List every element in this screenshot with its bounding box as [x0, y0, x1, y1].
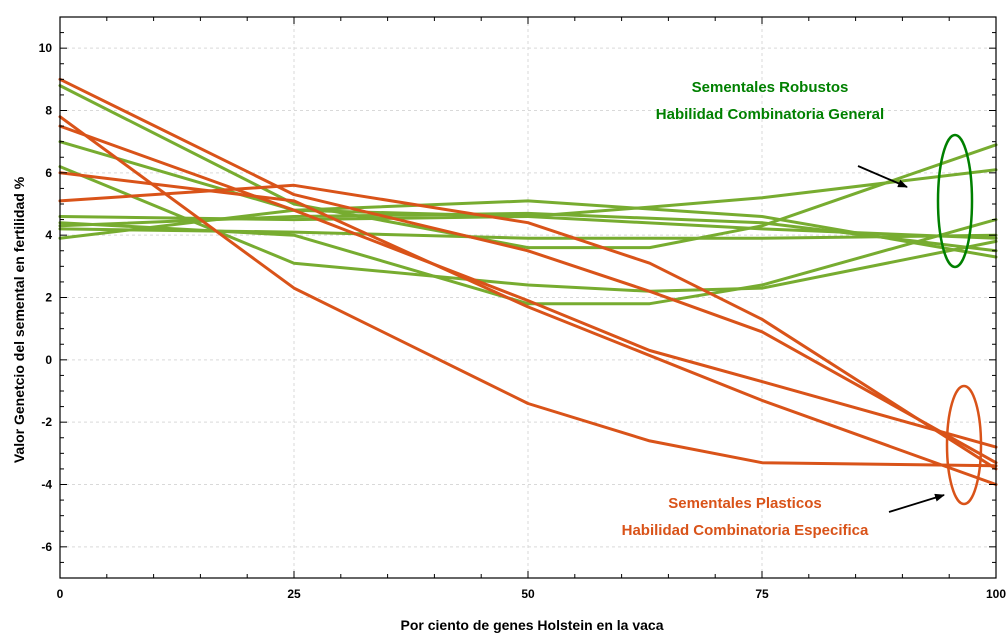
robust-series-line-0 [58, 84, 998, 250]
robust-annotation-line2: Habilidad Combinatoria General [656, 106, 884, 123]
grid [60, 17, 996, 578]
y-tick-label: 8 [45, 104, 52, 118]
y-tick-label: -4 [41, 478, 52, 492]
robust-annotation-line1: Sementales Robustos [692, 79, 849, 96]
x-tick-label: 25 [287, 587, 301, 601]
x-axis-label: Por ciento de genes Holstein en la vaca [401, 617, 664, 633]
plastic-series-line-12 [58, 183, 998, 471]
robust-annotation: Sementales Robustos Habilidad Combinator… [656, 79, 974, 269]
x-tick-label: 100 [986, 587, 1006, 601]
y-tick-label: -6 [41, 540, 52, 554]
plastic-annotation-line2: Habilidad Combinatoria Especifica [622, 522, 869, 539]
x-tick-label: 0 [57, 587, 64, 601]
plastic-arrow [888, 493, 945, 513]
plastic-series-line-9 [58, 115, 998, 468]
x-tick-label: 50 [521, 587, 535, 601]
y-tick-label: -2 [41, 415, 52, 429]
robust-ellipse [936, 133, 974, 269]
plastic-ellipse [945, 384, 983, 506]
y-tick-label: 6 [45, 166, 52, 180]
y-tick-label: 10 [39, 41, 53, 55]
y-tick-label: 2 [45, 291, 52, 305]
plastic-annotation: Sementales Plasticos Habilidad Combinato… [622, 384, 983, 539]
y-tick-label: 4 [45, 228, 52, 242]
robust-series-line-7 [58, 211, 998, 253]
ticks: 0 25 50 75 100 -6 -4 -2 0 2 4 6 8 10 [39, 16, 1006, 601]
y-tick-label: 0 [45, 353, 52, 367]
x-tick-label: 75 [755, 587, 769, 601]
plastic-annotation-line1: Sementales Plasticos [668, 495, 821, 512]
robust-series-line-6 [58, 218, 998, 306]
series-group [58, 77, 998, 486]
y-axis-label: Valor Genetcio del semental en fertilida… [11, 176, 27, 463]
robust-series-line-2 [58, 165, 998, 293]
plastic-series-line-8 [58, 77, 998, 465]
robust-arrow [857, 165, 908, 188]
